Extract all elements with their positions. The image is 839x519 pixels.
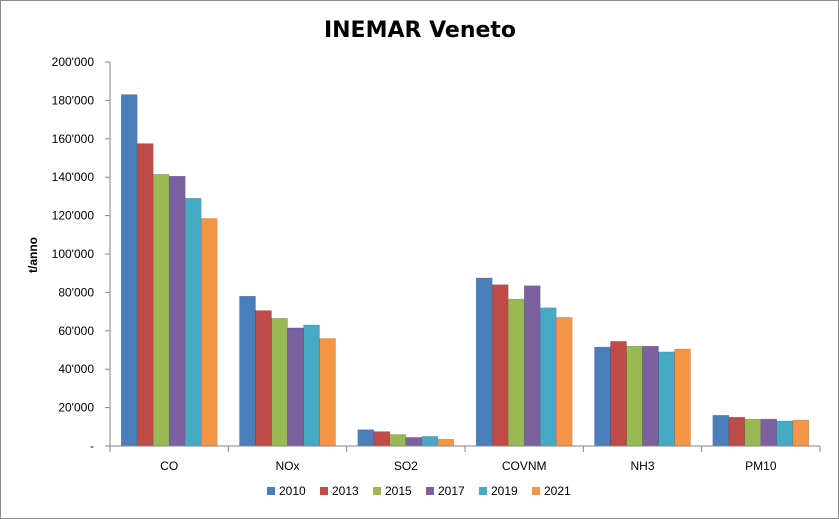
bar-so2-2015 [389,434,407,447]
bar-nox-2021 [319,338,336,447]
bar-nox-2017 [287,327,304,447]
x-tick-label: SO2 [394,459,418,473]
bar-nox-2013 [255,310,272,447]
legend-label-2019: 2019 [491,484,518,498]
y-tick-label: 180'000 [52,93,95,107]
y-tick-label: 20'000 [58,401,94,415]
x-tick-label: NH3 [630,459,654,473]
bar-co-2017 [168,175,186,447]
bar-co-2015 [152,174,170,447]
bar-covnm-2013 [491,284,509,447]
bar-so2-2017 [405,437,423,447]
legend-swatch-2019 [479,487,487,495]
y-tick-label: 140'000 [52,170,95,184]
legend-swatch-2013 [320,487,328,495]
y-tick-label: 80'000 [58,285,94,299]
bar-nh3-2021 [674,348,691,447]
y-tick-label: 120'000 [52,209,95,223]
bar-covnm-2015 [507,298,525,447]
bar-nh3-2019 [658,351,675,447]
x-tick-label: PM10 [745,459,777,473]
legend-label-2017: 2017 [438,484,465,498]
bar-co-2019 [184,198,202,447]
y-tick-label: 40'000 [58,362,94,376]
legend-label-2015: 2015 [385,484,412,498]
bar-covnm-2019 [539,307,557,447]
bar-pm10-2017 [760,418,778,447]
y-tick-label: 200'000 [52,55,95,69]
y-axis-label: t/anno [26,237,40,273]
bar-nh3-2015 [626,345,643,447]
bar-nox-2019 [303,324,320,447]
legend-swatch-2010 [267,487,275,495]
bars-layer [120,94,810,447]
bar-nox-2010 [239,295,256,447]
bar-nh3-2013 [610,341,627,447]
x-tick-label: NOx [276,459,300,473]
bar-so2-2010 [357,429,375,447]
bar-pm10-2021 [792,419,810,447]
bar-pm10-2010 [712,415,730,447]
bar-so2-2019 [421,436,439,447]
bar-pm10-2015 [744,418,762,447]
bar-co-2010 [120,94,138,447]
bar-co-2013 [136,143,154,447]
legend-label-2010: 2010 [279,484,306,498]
y-tick-label: 60'000 [58,324,94,338]
bar-nox-2015 [271,318,288,447]
y-tick-label: 100'000 [52,247,95,261]
bar-covnm-2010 [475,277,493,447]
legend-swatch-2017 [426,487,434,495]
bar-so2-2013 [373,431,391,447]
legend-label-2013: 2013 [332,484,359,498]
bar-so2-2021 [437,439,455,447]
legend: 2010 2013 2015 2017 2019 2021 [267,484,571,498]
bar-covnm-2021 [555,317,573,447]
x-tick-label: COVNM [502,459,547,473]
y-tick-label: - [90,439,94,453]
bar-pm10-2019 [776,420,794,447]
bar-co-2021 [200,218,218,447]
bar-covnm-2017 [523,285,541,447]
legend-swatch-2015 [373,487,381,495]
chart-title: INEMAR Veneto [324,18,516,43]
legend-label-2021: 2021 [544,484,571,498]
y-tick-label: 160'000 [52,132,95,146]
bar-nh3-2010 [594,346,611,447]
axes-layer: - 20'000 40'000 60'000 80'000 100'000 120'000 1… [52,55,821,473]
x-tick-label: CO [160,459,178,473]
bar-nh3-2017 [642,345,659,447]
bar-pm10-2013 [728,416,746,447]
legend-swatch-2021 [532,487,540,495]
